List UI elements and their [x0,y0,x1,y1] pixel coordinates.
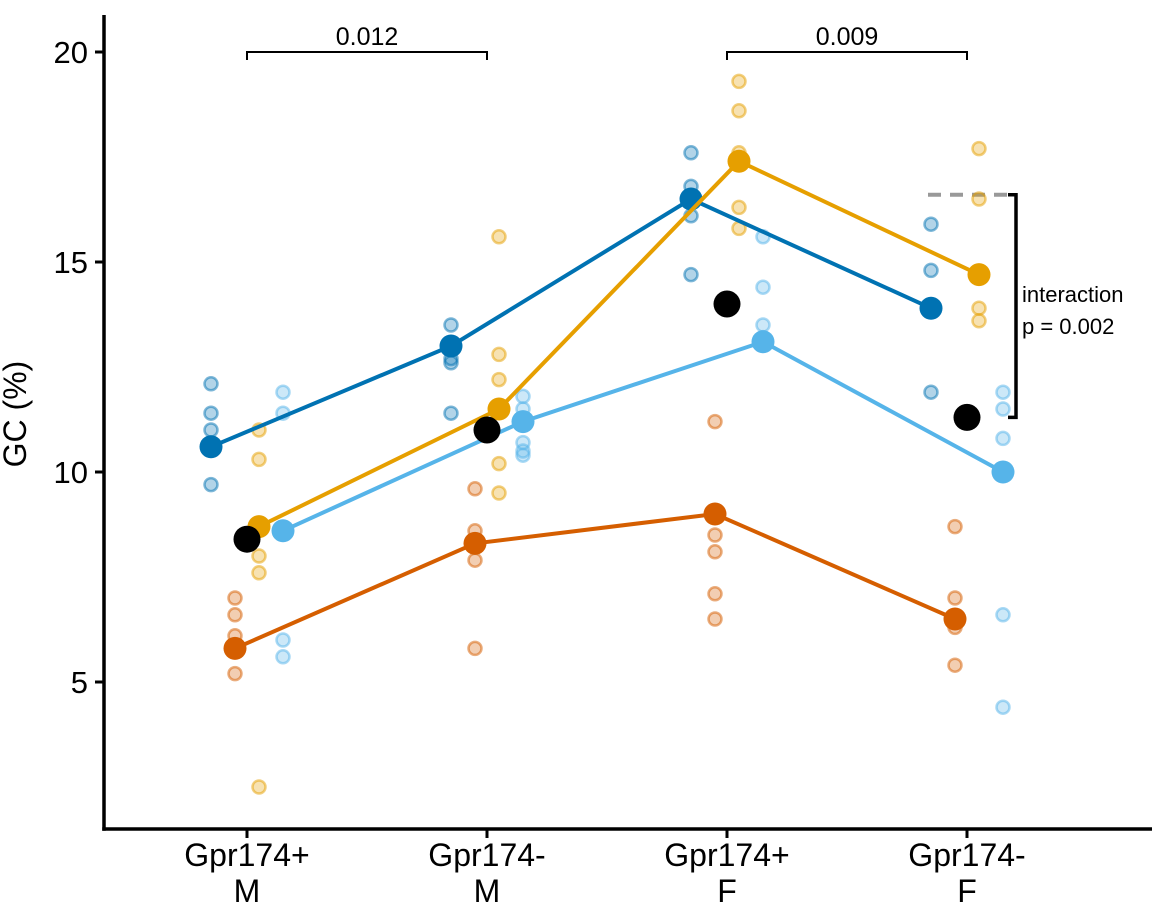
mean-point-dark-blue-group [199,435,223,459]
scatter-point-sky-blue-group [995,384,1011,400]
scatter-point-vermillion-group [947,518,963,535]
scatter-point-vermillion-group [947,657,963,673]
mean-point-sky-blue-group [511,410,535,434]
x-tick-label-line1: Gpr174- [908,837,1025,873]
scatter-point-dark-blue-group [923,262,939,279]
scatter-point-vermillion-group [947,590,963,606]
mean-point-dark-blue-group [439,334,463,358]
scatter-point-vermillion-group [467,481,483,497]
scatter-point-vermillion-group [707,544,723,560]
y-tick-label: 20 [54,35,88,70]
mean-point-sky-blue-group [751,330,775,354]
mean-point-orange-group [727,149,751,173]
interaction-bracket [1008,193,1018,420]
scatter-point-orange-group [251,548,267,564]
scatter-point-dark-blue-group [203,405,219,421]
scatter-point-dark-blue-group [203,422,219,438]
scatter-point-dark-blue-group [443,355,459,371]
overall-mean-point [953,403,981,431]
scatter-point-orange-group [251,779,267,795]
scatter-point-sky-blue-group [275,384,291,400]
scatter-point-vermillion-group [707,527,723,543]
mean-point-orange-group [967,263,991,287]
significance-label: 0.009 [816,23,879,51]
x-tick-label-line2: F [717,873,737,909]
x-tick-label-line2: F [957,873,977,909]
scatter-point-orange-group [731,103,747,119]
scatter-point-vermillion-group [227,590,243,606]
scatter-point-dark-blue-group [683,145,699,161]
significance-bracket [726,51,968,60]
scatter-point-orange-group [971,313,987,329]
mean-line-orange-group [258,158,980,529]
scatter-point-vermillion-group [227,665,243,682]
mean-point-vermillion-group [463,531,487,555]
x-tick-label-line1: Gpr174+ [184,837,309,873]
scatter-point-sky-blue-group [755,279,771,295]
x-tick-label-line1: Gpr174- [428,837,545,873]
scatter-point-sky-blue-group [275,649,291,665]
scatter-point-orange-group [491,485,507,501]
scatter-point-vermillion-group [467,640,483,657]
scatter-point-dark-blue-group [443,317,459,333]
scatter-point-orange-group [491,371,507,388]
x-tick-label-line2: M [234,873,261,909]
scatter-point-dark-blue-group [683,266,699,283]
mean-point-vermillion-group [943,607,967,631]
scatter-point-sky-blue-group [515,447,531,463]
scatter-point-orange-group [731,73,747,90]
overall-mean-point [233,525,261,553]
scatter-point-orange-group [491,229,507,245]
x-tick-label-line1: Gpr174+ [664,837,789,873]
mean-line-dark-blue-group [210,196,932,449]
scatter-point-orange-group [971,140,987,157]
scatter-point-sky-blue-group [995,607,1011,623]
mean-point-sky-blue-group [991,460,1015,484]
scatter-point-orange-group [491,455,507,472]
scatter-point-dark-blue-group [923,384,939,400]
mean-point-orange-group [487,397,511,421]
scatter-point-vermillion-group [707,413,723,430]
y-tick-label: 15 [54,245,88,280]
mean-line-vermillion-group [234,511,956,651]
scatter-point-orange-group [251,565,267,581]
significance-label: 0.012 [336,23,399,51]
y-axis-title: GC (%) [0,361,33,468]
x-tick-label-line2: M [474,873,501,909]
scatter-point-sky-blue-group [275,632,291,648]
y-tick-label: 10 [54,455,88,490]
scatter-point-vermillion-group [227,607,243,623]
mean-point-dark-blue-group [919,296,943,320]
scatter-point-orange-group [971,191,987,207]
scatter-point-vermillion-group [467,552,483,568]
scatter-point-dark-blue-group [203,476,219,493]
scatter-point-orange-group [491,346,507,363]
interaction-p-value: p = 0.002 [1022,314,1114,339]
significance-bracket [246,51,488,60]
mean-point-dark-blue-group [679,187,703,211]
scatter-point-sky-blue-group [995,699,1011,715]
scatter-point-sky-blue-group [995,401,1011,417]
scatter-point-vermillion-group [707,611,723,627]
mean-point-vermillion-group [223,636,247,660]
scatter-point-sky-blue-group [755,317,771,333]
y-tick-label: 5 [71,665,88,700]
scatter-point-dark-blue-group [443,405,459,421]
scatter-point-sky-blue-group [995,430,1011,447]
scatter-point-dark-blue-group [203,376,219,392]
overall-mean-point [713,290,741,318]
scatter-point-orange-group [251,451,267,468]
mean-point-sky-blue-group [271,519,295,543]
scatter-point-orange-group [731,199,747,216]
mean-point-vermillion-group [703,502,727,526]
overall-mean-point [473,416,501,444]
mean-line-sky-blue-group [282,339,1004,533]
scatter-point-sky-blue-group [515,388,531,405]
scatter-point-dark-blue-group [923,216,939,232]
scatter-point-vermillion-group [707,586,723,602]
interaction-label: interaction [1022,282,1124,307]
scatter-point-orange-group [971,300,987,316]
